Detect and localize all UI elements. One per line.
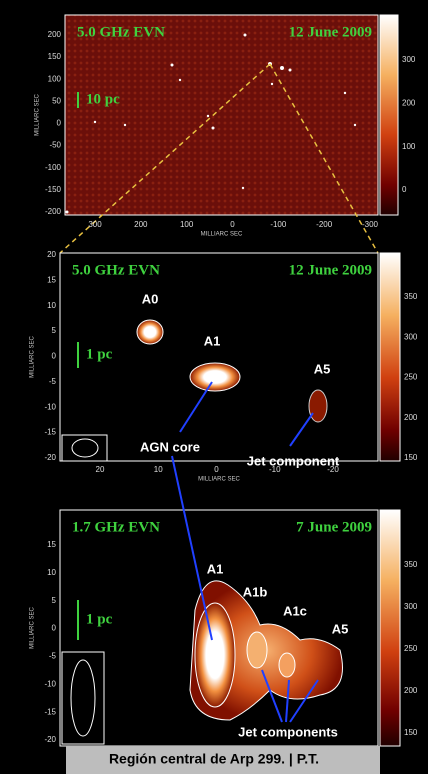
colorbar-tick-label: 150	[404, 728, 418, 737]
colorbar-tick-label: 250	[404, 373, 418, 382]
y-tick-label: 0	[52, 352, 57, 361]
y-tick-label: -20	[44, 453, 56, 462]
annotation: A5	[314, 361, 331, 376]
y-tick-label: 15	[47, 275, 56, 284]
colorbar-tick-label: 200	[404, 413, 418, 422]
y-tick-label: 0	[57, 119, 62, 128]
annotation: Jet component	[247, 453, 340, 468]
panel-title: 5.0 GHz EVN	[72, 262, 160, 278]
colorbar-tick-label: 300	[402, 55, 416, 64]
source	[195, 603, 235, 707]
annotation: A1b	[243, 584, 268, 599]
y-tick-label: -100	[45, 163, 62, 172]
source	[247, 632, 267, 668]
colorbar-tick-label: 250	[404, 644, 418, 653]
map-image	[65, 15, 378, 215]
y-axis-label: MILLIARC SEC	[30, 335, 36, 377]
source	[190, 363, 240, 391]
colorbar	[380, 253, 400, 461]
y-tick-label: 5	[52, 326, 57, 335]
colorbar	[380, 15, 398, 215]
y-tick-label: 10	[47, 301, 56, 310]
colorbar-tick-label: 200	[402, 98, 416, 107]
colorbar-tick-label: 350	[404, 292, 418, 301]
y-tick-label: -5	[49, 377, 57, 386]
y-tick-label: 100	[48, 74, 62, 83]
scale-label: 1 pc	[86, 611, 113, 627]
annotation: Jet components	[238, 724, 338, 739]
y-tick-label: 20	[47, 250, 56, 259]
x-tick-label: 10	[154, 465, 163, 474]
annotation: A0	[142, 291, 159, 306]
y-tick-label: -15	[44, 707, 56, 716]
x-axis-label: MILLIARC SEC	[201, 232, 243, 238]
y-axis-label: MILLIARC SEC	[35, 93, 41, 135]
annotation: A1c	[283, 603, 307, 618]
y-tick-label: 10	[47, 568, 56, 577]
colorbar-tick-label: 300	[404, 332, 418, 341]
x-tick-label: 200	[134, 220, 148, 229]
colorbar-tick-label: 200	[404, 686, 418, 695]
x-axis-label: MILLIARC SEC	[198, 477, 240, 483]
annotation: AGN core	[140, 439, 200, 454]
x-tick-label: 100	[180, 220, 194, 229]
y-tick-label: 200	[48, 30, 62, 39]
scale-label: 10 pc	[86, 91, 120, 107]
source	[279, 653, 295, 677]
y-tick-label: 50	[52, 96, 61, 105]
y-tick-label: -200	[45, 207, 62, 216]
caption: Región central de Arp 299. | P.T.	[109, 751, 319, 767]
source	[137, 320, 163, 344]
x-tick-label: 0	[230, 220, 235, 229]
source	[309, 390, 327, 422]
panel-date: 12 June 2009	[289, 262, 372, 278]
y-tick-label: -15	[44, 428, 56, 437]
annotation: A1	[204, 333, 221, 348]
y-tick-label: 15	[47, 540, 56, 549]
x-tick-label: -200	[316, 220, 333, 229]
y-tick-label: -5	[49, 652, 57, 661]
colorbar	[380, 510, 400, 746]
y-tick-label: -150	[45, 185, 62, 194]
panel-date: 7 June 2009	[296, 519, 372, 535]
panel-title: 5.0 GHz EVN	[77, 24, 165, 40]
x-tick-label: -100	[270, 220, 287, 229]
annotation: A1	[207, 561, 224, 576]
annotation: A5	[332, 621, 349, 636]
y-tick-label: 0	[52, 624, 57, 633]
x-tick-label: 0	[214, 465, 219, 474]
colorbar-tick-label: 150	[404, 453, 418, 462]
colorbar-tick-label: 0	[402, 185, 407, 194]
colorbar-tick-label: 300	[404, 602, 418, 611]
scale-label: 1 pc	[86, 346, 113, 362]
x-tick-label: 300	[88, 220, 102, 229]
y-tick-label: 150	[48, 52, 62, 61]
y-tick-label: -10	[44, 679, 56, 688]
y-tick-label: -10	[44, 402, 56, 411]
x-tick-label: 20	[96, 465, 105, 474]
panel-title: 1.7 GHz EVN	[72, 519, 160, 535]
colorbar-tick-label: 100	[402, 142, 416, 151]
x-tick-label: -300	[362, 220, 379, 229]
y-tick-label: -50	[49, 141, 61, 150]
colorbar-tick-label: 350	[404, 560, 418, 569]
y-tick-label: -20	[44, 735, 56, 744]
figure: Región central de Arp 299. | P.T. 5.0 GH…	[0, 0, 428, 774]
panel-date: 12 June 2009	[289, 24, 372, 40]
y-tick-label: 5	[52, 596, 57, 605]
y-axis-label: MILLIARC SEC	[30, 606, 36, 648]
